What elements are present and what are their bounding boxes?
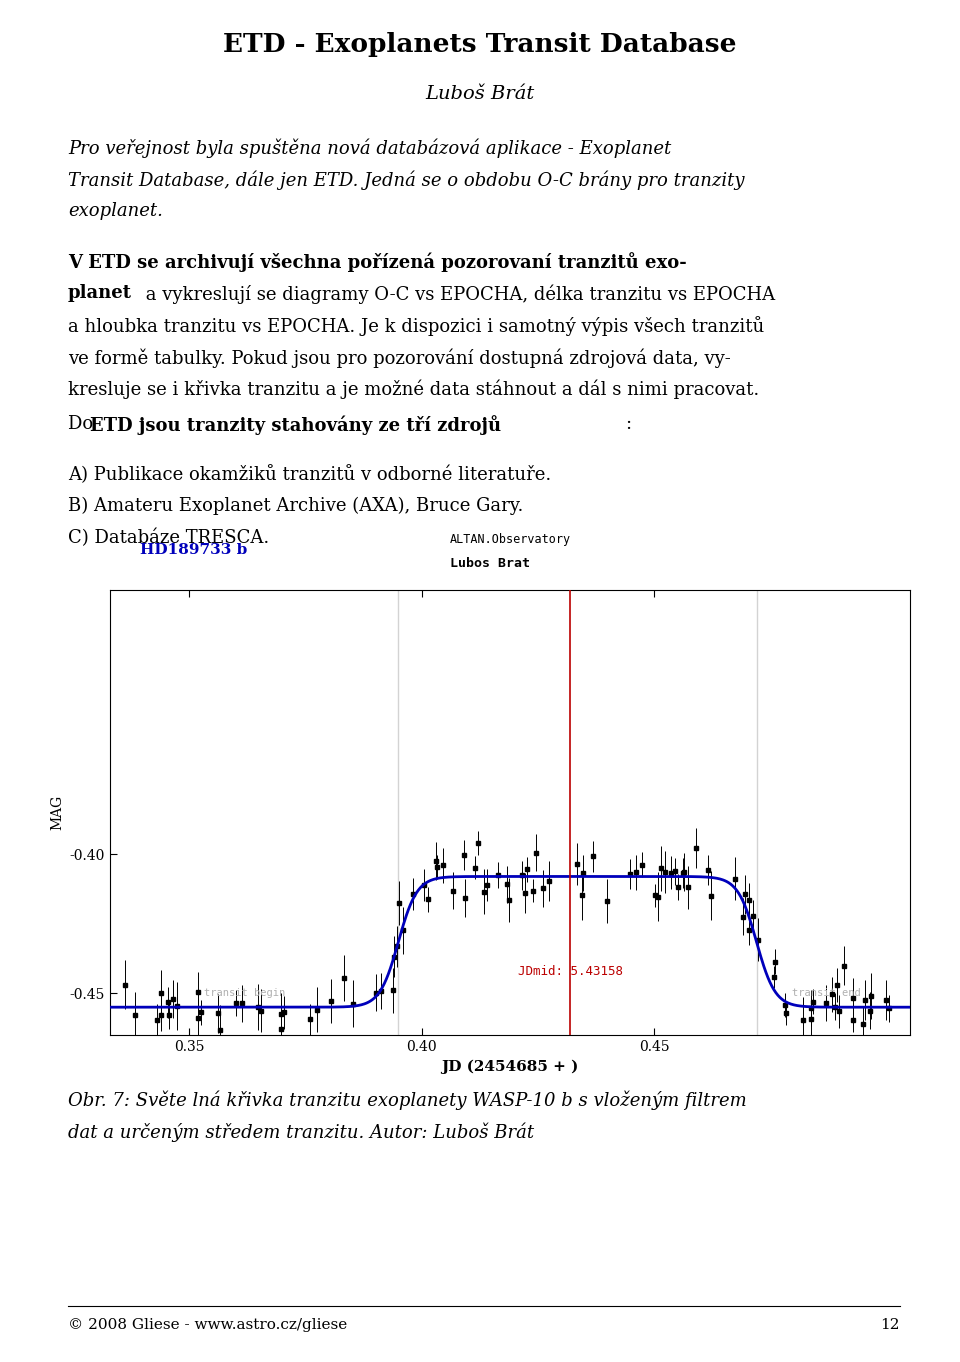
- Text: JDmid: 5.43158: JDmid: 5.43158: [518, 966, 623, 978]
- Text: A) Publikace okamžiků tranzitů v odborné literatuře.: A) Publikace okamžiků tranzitů v odborné…: [68, 464, 551, 484]
- Text: Transit Database, dále jen ETD. Jedná se o obdobu O-C brány pro tranzity: Transit Database, dále jen ETD. Jedná se…: [68, 170, 745, 189]
- Text: a hloubka tranzitu vs EPOCHA. Je k dispozici i samotný výpis všech tranzitů: a hloubka tranzitu vs EPOCHA. Je k dispo…: [68, 316, 764, 336]
- Text: ETD jsou tranzity stahovány ze tří zdrojů: ETD jsou tranzity stahovány ze tří zdroj…: [90, 415, 501, 434]
- Text: exoplanet.: exoplanet.: [68, 202, 163, 221]
- Text: :: :: [625, 415, 631, 433]
- Text: B) Amateru Exoplanet Archive (AXA), Bruce Gary.: B) Amateru Exoplanet Archive (AXA), Bruc…: [68, 497, 523, 515]
- Text: © 2008 Gliese - www.astro.cz/gliese: © 2008 Gliese - www.astro.cz/gliese: [68, 1318, 348, 1332]
- Text: Lubos Brat: Lubos Brat: [450, 557, 530, 571]
- Text: kresluje se i křivka tranzitu a je možné data stáhnout a dál s nimi pracovat.: kresluje se i křivka tranzitu a je možné…: [68, 380, 759, 399]
- Text: Luboš Brát: Luboš Brát: [425, 84, 535, 104]
- Text: ALTAN.Observatory: ALTAN.Observatory: [450, 533, 571, 546]
- X-axis label: JD (2454685 + ): JD (2454685 + ): [442, 1060, 579, 1073]
- Text: planet: planet: [68, 285, 132, 302]
- Text: dat a určeným středem tranzitu. Autor: Luboš Brát: dat a určeným středem tranzitu. Autor: L…: [68, 1122, 534, 1141]
- Y-axis label: MAG: MAG: [50, 795, 64, 829]
- Text: 12: 12: [880, 1318, 900, 1332]
- Text: HD189733 b: HD189733 b: [140, 543, 248, 557]
- Text: ETD - Exoplanets Transit Database: ETD - Exoplanets Transit Database: [224, 31, 736, 57]
- Text: ve formě tabulky. Pokud jsou pro pozorování dostupná zdrojová data, vy-: ve formě tabulky. Pokud jsou pro pozorov…: [68, 349, 731, 368]
- Text: Pro veřejnost byla spuštěna nová databázová aplikace - Exoplanet: Pro veřejnost byla spuštěna nová databáz…: [68, 138, 671, 158]
- Text: transit end: transit end: [792, 987, 861, 998]
- Text: V ETD se archivují všechna pořízená pozorovaní tranzitů exo-: V ETD se archivují všechna pořízená pozo…: [68, 252, 686, 272]
- Text: transit begin: transit begin: [204, 987, 285, 998]
- Text: C) Databáze TRESCA.: C) Databáze TRESCA.: [68, 528, 269, 548]
- Text: a vykreslují se diagramy O-C vs EPOCHA, délka tranzitu vs EPOCHA: a vykreslují se diagramy O-C vs EPOCHA, …: [140, 285, 775, 304]
- Text: Do: Do: [68, 415, 99, 433]
- Text: Obr. 7: Světe lná křivka tranzitu exoplanety WASP-10 b s vloženým filtrem: Obr. 7: Světe lná křivka tranzitu exopla…: [68, 1090, 747, 1110]
